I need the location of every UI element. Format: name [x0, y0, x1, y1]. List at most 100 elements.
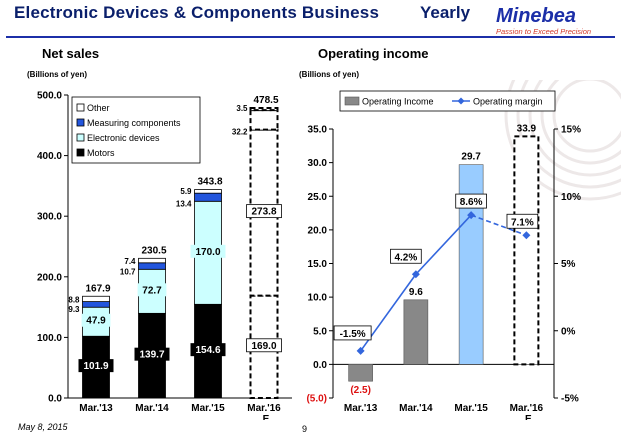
data-label-total: 167.9	[85, 283, 110, 294]
data-label-box	[137, 283, 167, 297]
y-tick-label: 100.0	[37, 333, 62, 344]
margin-label-box	[333, 325, 372, 341]
data-label-other: 8.8	[68, 296, 80, 305]
bar-operating-income	[348, 364, 373, 382]
net-sales-data-labels: 101.9 47.9 167.9 8.89.3 139.7 72.7 230.5 7.410.…	[68, 95, 282, 373]
bar-operating-income	[403, 299, 429, 365]
bar-other	[82, 295, 110, 302]
margin-point	[356, 346, 365, 355]
legend-swatch	[76, 148, 85, 157]
margin-label-box	[506, 213, 539, 229]
swirl-ring	[516, 80, 621, 189]
data-label-motors: 101.9	[83, 361, 108, 372]
y-tick-label: 0.0	[313, 360, 327, 371]
bar-operating-income	[513, 135, 540, 366]
data-label-measuring: 9.3	[68, 305, 80, 314]
data-label-electronic: 273.8	[251, 207, 276, 218]
operating-income-legend: Operating Income Operating margin	[339, 90, 556, 112]
y-tick-label: 400.0	[37, 151, 62, 162]
data-label-electronic: 170.0	[195, 247, 220, 258]
data-label-operating-margin: 8.6%	[460, 197, 483, 208]
data-label-total: 230.5	[141, 245, 166, 256]
margin-label-box	[390, 248, 422, 264]
y-tick-label: 500.0	[37, 91, 62, 102]
x-tick-label: Mar.'16	[247, 403, 281, 414]
y2-tick-label: 10%	[561, 192, 581, 203]
legend-label: Operating margin	[473, 97, 543, 107]
page-title: Electronic Devices & Components Business	[14, 3, 380, 22]
margin-line-segment	[415, 214, 472, 275]
net-sales-chart: 0.0 100.0 200.0 300.0 400.0 500.0 Mar.'13 Mar.'…	[37, 91, 292, 420]
data-label-measuring: 10.7	[120, 267, 136, 276]
data-label-electronic: 72.7	[142, 285, 162, 296]
legend-swatch	[76, 133, 85, 142]
legend-box	[339, 90, 556, 112]
legend-label: Other	[87, 103, 110, 113]
data-label-operating-income: 33.9	[517, 123, 537, 134]
y-tick-label: 5.0	[313, 326, 327, 337]
x-tick-label: Mar.'13	[344, 403, 378, 414]
operating-income-axes: (5.0) 0.0 5.0 10.0 15.0 20.0 25.0 30.0 35.0 -5% 0%…	[306, 125, 581, 421]
legend-box	[71, 96, 201, 164]
margin-point	[411, 270, 420, 279]
operating-income-title: Operating income	[318, 46, 429, 61]
bar-other	[249, 107, 279, 112]
x-tick-label: Mar.'13	[79, 403, 113, 414]
data-label-box	[134, 347, 170, 361]
bar-other	[138, 257, 166, 264]
header-divider	[6, 36, 615, 38]
data-label-motors: 169.0	[251, 341, 276, 352]
margin-label-box	[455, 193, 487, 209]
net-sales-title: Net sales	[42, 46, 100, 61]
operating-income-data-labels: (2.5) 9.6 29.7 33.9 -1.5% 4.2% 8.6% 7.1%	[333, 123, 539, 396]
y-tick-label: 20.0	[308, 225, 328, 236]
data-label-box	[246, 204, 282, 219]
operating-income-chart: (5.0) 0.0 5.0 10.0 15.0 20.0 25.0 30.0 35.0 -5% 0%…	[306, 80, 621, 421]
y-tick-label: 10.0	[308, 293, 328, 304]
data-label-operating-margin: 4.2%	[394, 252, 417, 263]
data-label-operating-margin: 7.1%	[511, 217, 534, 228]
data-label-operating-income: (2.5)	[350, 385, 371, 396]
logo-tagline: Passion to Exceed Precision	[496, 27, 592, 36]
x-tick-label: Mar.'14	[135, 403, 169, 414]
x-tick-label: Mar.'14	[399, 403, 433, 414]
swirl-ring	[552, 80, 621, 153]
margin-point	[467, 211, 476, 220]
data-label-operating-income: 9.6	[409, 287, 423, 298]
data-label-measuring: 32.2	[232, 128, 248, 137]
data-label-measuring: 13.4	[176, 199, 192, 208]
legend-label: Motors	[87, 148, 115, 158]
margin-line-segment	[470, 214, 527, 237]
company-logo: Minebea Passion to Exceed Precision	[496, 6, 618, 36]
swirl-ring	[528, 80, 621, 177]
data-label-other: 3.5	[236, 104, 248, 113]
data-label-box	[81, 313, 111, 327]
legend-swatch	[76, 103, 85, 112]
data-label-other: 5.9	[180, 187, 192, 196]
background-swirl	[504, 80, 621, 201]
y-tick-label: 30.0	[308, 158, 328, 169]
bar-measuring-components	[82, 301, 110, 308]
data-label-motors: 154.6	[195, 345, 220, 356]
legend-label: Operating Income	[362, 97, 434, 107]
x-tick-label: Mar.'15	[191, 403, 225, 414]
net-sales-axes: 0.0 100.0 200.0 300.0 400.0 500.0 Mar.'13 Mar.'…	[37, 91, 292, 420]
x-tick-suffix: E	[263, 414, 270, 420]
legend-marker	[457, 97, 465, 105]
data-label-other: 7.4	[124, 257, 136, 266]
y2-tick-label: -5%	[561, 394, 579, 405]
data-label-operating-margin: -1.5%	[340, 329, 366, 340]
period-label: Yearly	[420, 3, 471, 22]
data-label-box	[190, 343, 226, 357]
data-label-motors: 139.7	[139, 350, 164, 361]
y-tick-label: 35.0	[308, 125, 328, 136]
data-label-operating-income: 29.7	[461, 152, 481, 163]
swirl-ring	[540, 80, 621, 165]
operating-income-unit: (Billions of yen)	[299, 70, 359, 79]
legend-swatch	[344, 96, 360, 106]
y-tick-label: 25.0	[308, 192, 328, 203]
operating-margin-line	[356, 211, 531, 355]
data-label-box	[78, 359, 114, 373]
data-label-total: 343.8	[197, 177, 222, 188]
y2-tick-label: 0%	[561, 326, 576, 337]
